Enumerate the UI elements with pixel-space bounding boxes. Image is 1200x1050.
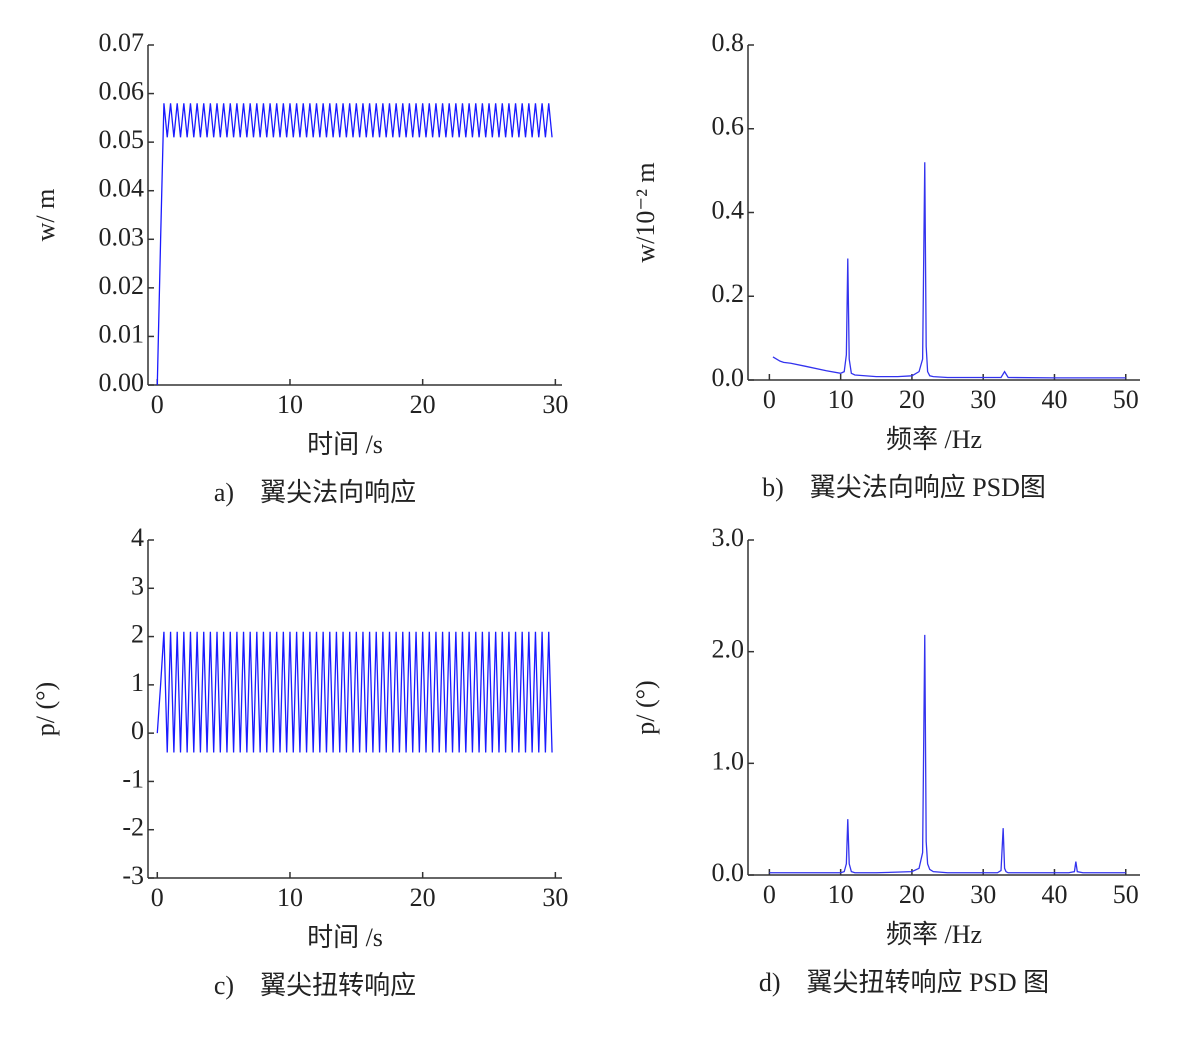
x-tick-label: 30 — [970, 880, 996, 909]
y-tick-label: 2.0 — [712, 635, 745, 664]
y-tick-label: 3 — [131, 571, 144, 600]
x-tick-label: 0 — [763, 385, 776, 414]
y-tick-label: 0.05 — [99, 125, 145, 154]
y-tick-label: 0.03 — [99, 222, 145, 251]
caption: a) 翼尖法向响应 — [214, 478, 416, 507]
y-tick-label: 1 — [131, 668, 144, 697]
caption: c) 翼尖扭转响应 — [214, 971, 416, 1000]
x-axis-label: 频率 /Hz — [886, 920, 982, 949]
caption: b) 翼尖法向响应 PSD图 — [762, 473, 1046, 502]
x-tick-label: 50 — [1113, 385, 1139, 414]
x-axis-label: 频率 /Hz — [886, 425, 982, 454]
x-tick-label: 10 — [828, 385, 854, 414]
y-tick-label: 0.01 — [99, 319, 145, 348]
x-tick-label: 50 — [1113, 880, 1139, 909]
x-tick-label: 30 — [542, 390, 568, 419]
y-tick-label: 4 — [131, 523, 144, 552]
x-tick-label: 20 — [410, 883, 436, 912]
y-tick-label: 0.6 — [712, 112, 745, 141]
y-axis-label: p/ (°) — [631, 680, 660, 734]
y-tick-label: -3 — [122, 861, 144, 890]
y-tick-label: 1.0 — [712, 746, 745, 775]
y-tick-label: 0.0 — [712, 858, 745, 887]
y-axis-label: p/ (°) — [31, 682, 60, 736]
y-tick-label: 0.06 — [99, 77, 145, 106]
data-line — [156, 631, 553, 753]
data-line — [156, 103, 553, 386]
caption: d) 翼尖扭转响应 PSD 图 — [759, 968, 1049, 997]
y-tick-label: 0.4 — [712, 195, 745, 224]
x-tick-label: 10 — [828, 880, 854, 909]
y-axis-label: w/ m — [31, 189, 60, 242]
x-tick-label: 10 — [277, 883, 303, 912]
y-tick-label: 0.04 — [99, 174, 145, 203]
x-tick-label: 30 — [970, 385, 996, 414]
y-tick-label: 0 — [131, 716, 144, 745]
x-tick-label: 40 — [1041, 880, 1067, 909]
x-tick-label: 30 — [542, 883, 568, 912]
y-tick-label: -1 — [122, 764, 144, 793]
x-tick-label: 0 — [763, 880, 776, 909]
x-tick-label: 20 — [899, 880, 925, 909]
data-line — [769, 634, 1126, 874]
y-axis-label: w/10⁻² m — [631, 162, 660, 262]
x-axis-label: 时间 /s — [307, 430, 383, 459]
y-tick-label: 2 — [131, 620, 144, 649]
y-tick-label: 0.2 — [712, 279, 745, 308]
x-tick-label: 0 — [151, 883, 164, 912]
x-tick-label: 40 — [1041, 385, 1067, 414]
y-tick-label: 0.07 — [99, 28, 145, 57]
y-tick-label: 0.8 — [712, 28, 745, 57]
y-tick-label: 0.02 — [99, 271, 145, 300]
y-tick-label: 0.0 — [712, 363, 745, 392]
data-line — [772, 162, 1126, 379]
y-tick-label: -2 — [122, 813, 144, 842]
x-tick-label: 20 — [899, 385, 925, 414]
x-tick-label: 10 — [277, 390, 303, 419]
x-tick-label: 20 — [410, 390, 436, 419]
x-axis-label: 时间 /s — [307, 923, 383, 952]
y-tick-label: 0.00 — [99, 368, 145, 397]
x-tick-label: 0 — [151, 390, 164, 419]
y-tick-label: 3.0 — [712, 523, 745, 552]
